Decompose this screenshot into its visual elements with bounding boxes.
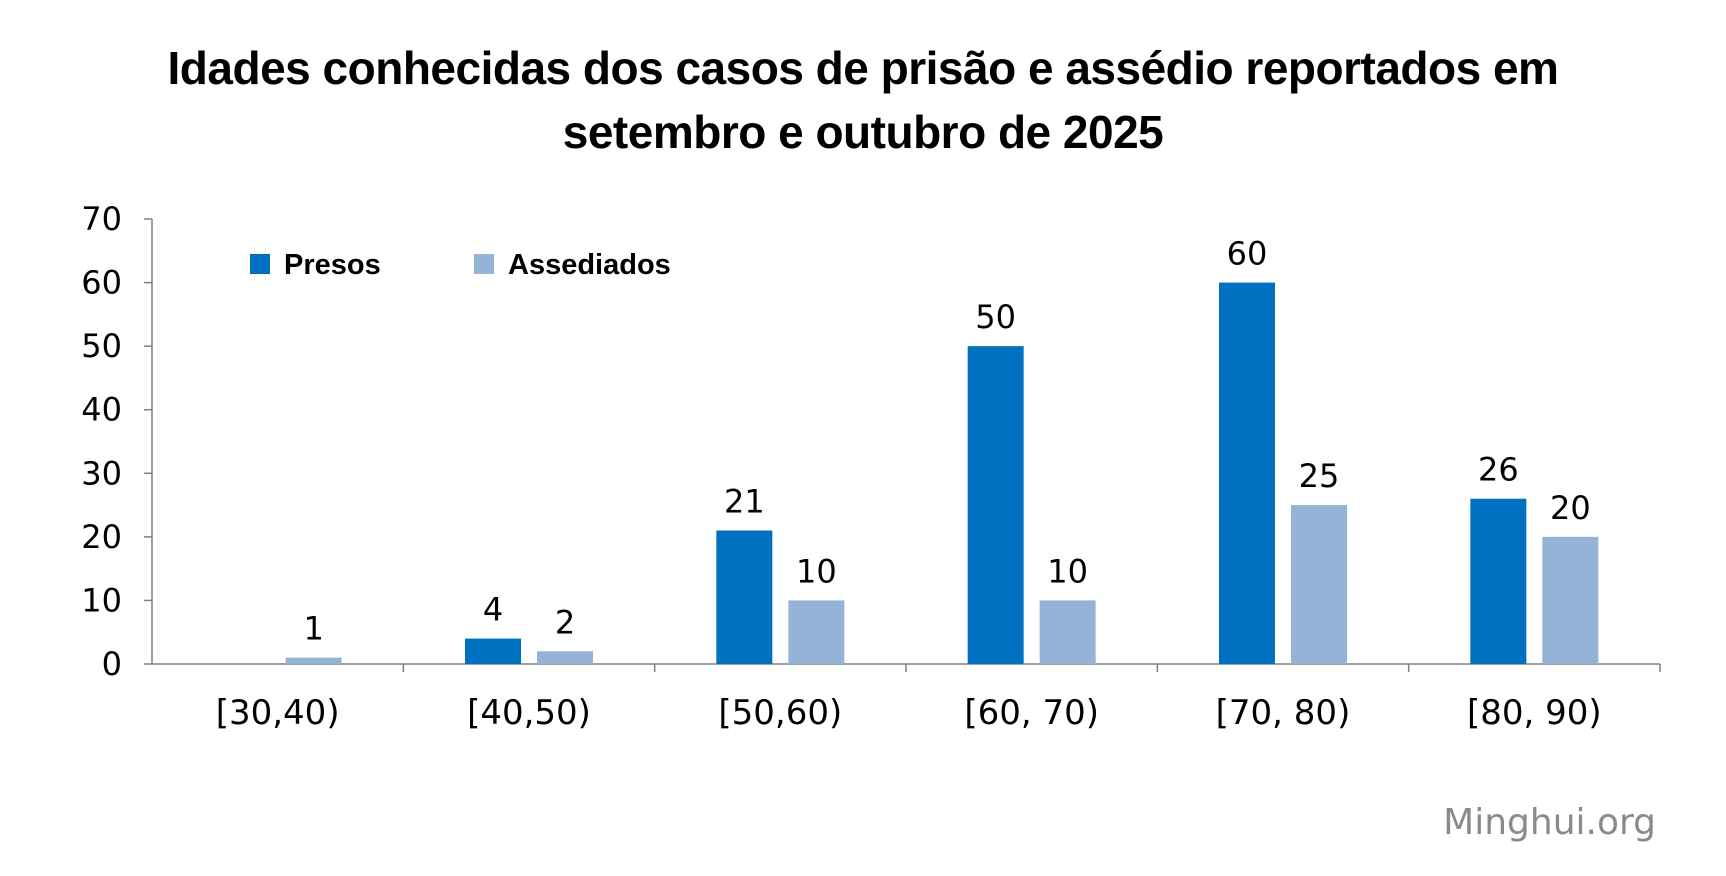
y-tick-label: 60	[81, 264, 122, 302]
bar-presos	[967, 346, 1024, 664]
bar-assediados	[1291, 505, 1347, 664]
chart-title: Idades conhecidas dos casos de prisão e …	[0, 36, 1726, 164]
bar-assediados	[285, 657, 342, 664]
data-label: 25	[1299, 457, 1340, 495]
bar-presos	[1219, 282, 1275, 664]
x-tick-label: [80, 90)	[1467, 693, 1602, 733]
y-tick-label: 70	[81, 200, 122, 238]
bar-presos	[1470, 498, 1527, 664]
chart-title-line-1: Idades conhecidas dos casos de prisão e …	[167, 42, 1559, 94]
y-tick-label: 30	[81, 454, 122, 492]
data-label: 21	[724, 483, 765, 521]
x-tick-label: [30,40)	[216, 693, 340, 733]
legend-label-presos: Presos	[284, 249, 381, 281]
legend-label-assediados: Assediados	[508, 249, 671, 281]
x-tick-label: [60, 70)	[964, 693, 1099, 733]
bar-assediados	[1542, 536, 1599, 664]
watermark: Minghui.org	[1443, 802, 1656, 843]
bar-presos	[465, 638, 521, 664]
data-label: 1	[303, 610, 323, 648]
data-label: 10	[796, 552, 837, 590]
y-tick-label: 50	[81, 327, 122, 365]
legend-swatch-assediados	[474, 254, 494, 274]
y-tick-label: 0	[102, 645, 122, 683]
y-tick-label: 40	[81, 391, 122, 429]
data-label: 26	[1478, 451, 1519, 489]
x-tick-label: [70, 80)	[1216, 693, 1351, 733]
data-label: 20	[1550, 489, 1591, 527]
x-tick-label: [40,50)	[467, 693, 591, 733]
chart-title-line-2: setembro e outubro de 2025	[562, 106, 1164, 158]
bar-assediados	[788, 600, 845, 664]
y-tick-label: 20	[81, 518, 122, 556]
legend-swatch-presos	[250, 254, 270, 274]
bar-presos	[716, 530, 773, 664]
data-label: 10	[1047, 552, 1088, 590]
data-label: 4	[483, 591, 503, 629]
bar-assediados	[537, 651, 593, 664]
x-tick-label: [50,60)	[718, 693, 842, 733]
data-label: 60	[1227, 235, 1268, 273]
data-label: 50	[975, 298, 1016, 336]
y-tick-label: 10	[81, 581, 122, 619]
bar-assediados	[1039, 600, 1096, 664]
data-label: 2	[555, 603, 575, 641]
